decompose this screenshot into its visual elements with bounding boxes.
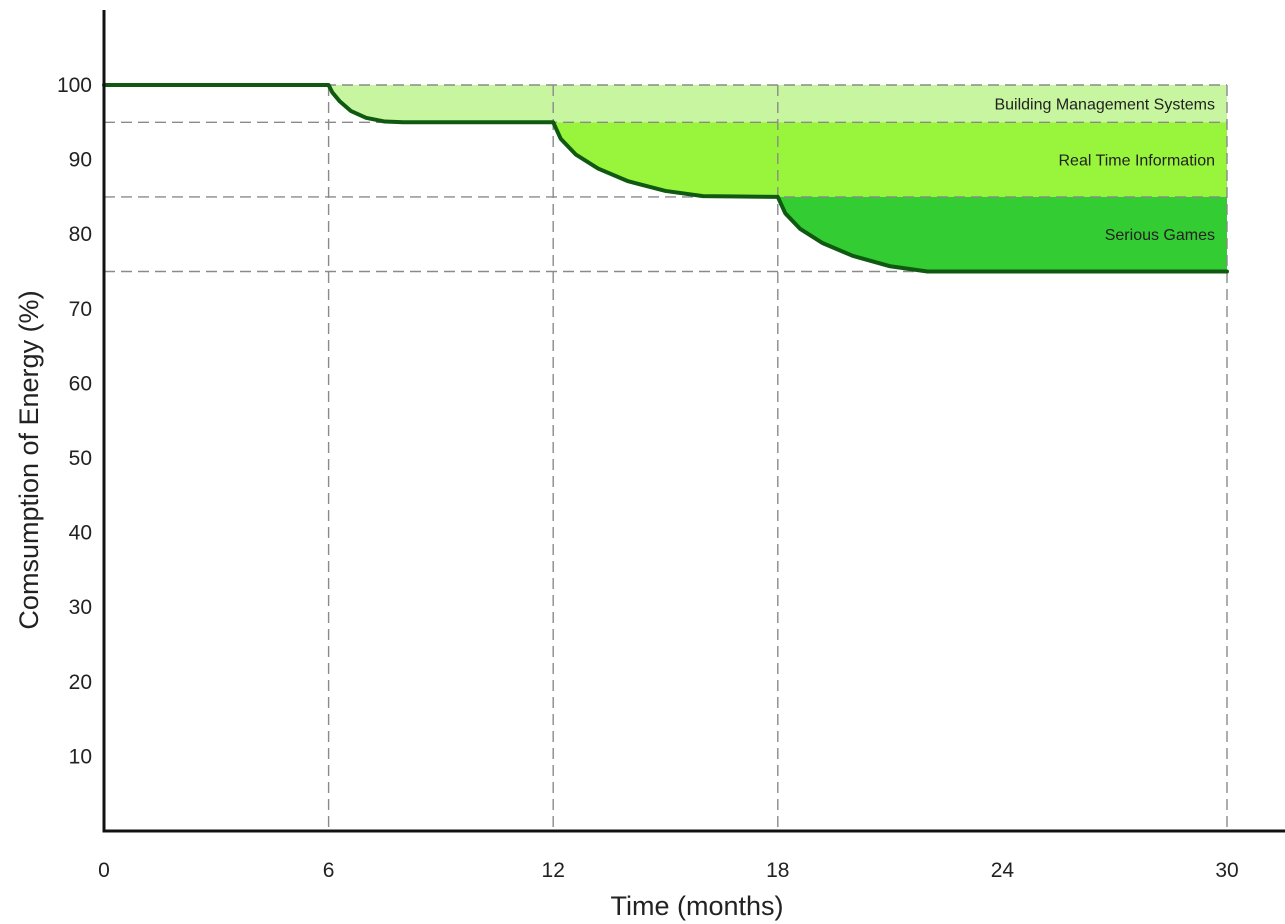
series-layer <box>102 83 1229 274</box>
y-tick-label: 40 <box>69 522 92 545</box>
y-tick-label: 20 <box>69 671 92 694</box>
x-axis-title: Time (months) <box>610 891 783 921</box>
x-tick-label: 0 <box>98 859 110 882</box>
y-axis-title: Comsumption of Energy (%) <box>14 290 44 629</box>
x-tick-label: 18 <box>766 859 789 882</box>
y-tick-label: 70 <box>69 298 92 321</box>
consumption-line <box>102 83 1229 274</box>
band-area-2 <box>777 196 1227 272</box>
y-tick-label: 90 <box>69 149 92 172</box>
y-tick-label: 30 <box>69 596 92 619</box>
x-tick-label: 6 <box>323 859 335 882</box>
band-label-0: Building Management Systems <box>994 97 1215 114</box>
y-tick-label: 10 <box>69 745 92 768</box>
x-tick-label: 12 <box>542 859 565 882</box>
y-tick-label: 100 <box>57 74 92 97</box>
band-label-2: Serious Games <box>1105 227 1215 244</box>
band-label-1: Real Time Information <box>1058 153 1215 170</box>
x-tick-label: 30 <box>1215 859 1238 882</box>
y-tick-label: 60 <box>69 372 92 395</box>
band-area-1 <box>553 122 1227 197</box>
x-tick-label: 24 <box>991 859 1015 882</box>
labels-layer: Building Management Systems Real Time Inf… <box>57 74 1239 882</box>
axes <box>102 10 1285 833</box>
reference-lines <box>104 84 1228 831</box>
y-tick-label: 80 <box>69 223 92 246</box>
y-tick-label: 50 <box>69 447 92 470</box>
